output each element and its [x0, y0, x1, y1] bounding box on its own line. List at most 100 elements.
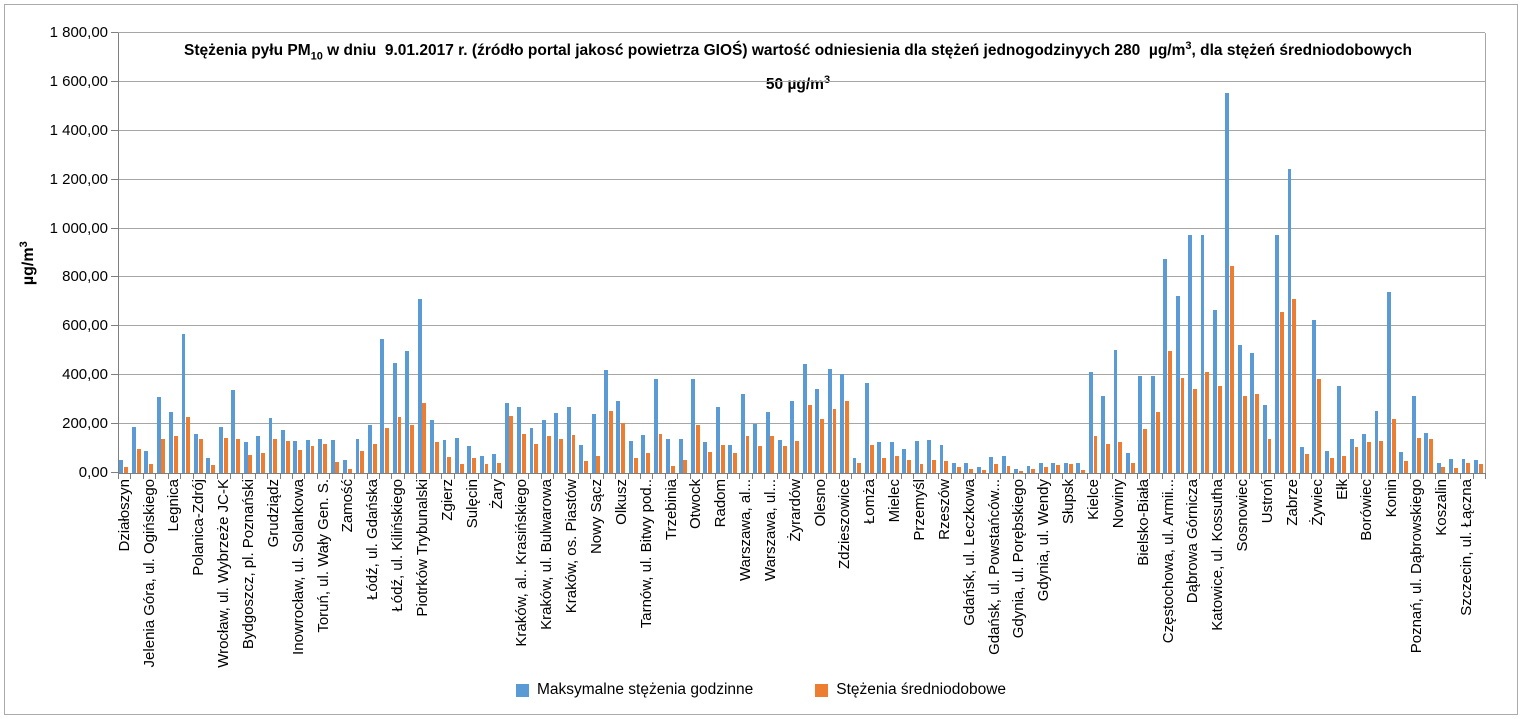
max-hourly-bar	[280, 430, 285, 473]
daily-avg-bar	[1155, 411, 1160, 473]
x-axis-tick	[938, 474, 940, 479]
x-axis-tick	[851, 474, 853, 479]
daily-avg-bar	[372, 443, 377, 473]
max-hourly-bar	[1399, 451, 1404, 473]
x-axis-tick	[192, 474, 194, 479]
x-axis-tick	[503, 474, 505, 479]
x-axis-tick	[963, 474, 965, 479]
max-hourly-bar	[1473, 460, 1478, 473]
max-hourly-bar	[380, 338, 385, 473]
x-axis-tick	[664, 474, 666, 479]
daily-avg-bar	[273, 438, 278, 473]
x-axis-tick	[801, 474, 803, 479]
x-axis-tick	[863, 474, 865, 479]
daily-avg-bar	[1118, 441, 1123, 473]
x-axis-tick	[1360, 474, 1362, 479]
daily-avg-bar	[770, 436, 775, 473]
x-axis-tick	[1025, 474, 1027, 479]
x-axis-tick	[552, 474, 554, 479]
daily-avg-bar	[1018, 471, 1023, 473]
max-hourly-bar	[156, 397, 161, 473]
daily-avg-bar	[969, 469, 974, 473]
max-hourly-bar	[405, 350, 410, 473]
x-axis-tick	[876, 474, 878, 479]
x-axis-label: Katowice, ul. Kossutha	[1209, 479, 1227, 631]
x-axis-tick	[590, 474, 592, 479]
max-hourly-bar	[181, 333, 186, 473]
x-axis-tick	[204, 474, 206, 479]
daily-avg-bar	[720, 444, 725, 473]
max-hourly-bar	[976, 467, 981, 473]
daily-avg-bar	[1180, 377, 1185, 473]
x-axis-label: Bielsko-Biała	[1134, 479, 1152, 566]
x-axis-label: Dąbrowa Górnicza	[1184, 479, 1202, 604]
max-hourly-bar	[604, 370, 608, 473]
max-hourly-bar	[579, 444, 584, 473]
x-axis-label: Gdynia, ul. Wendy	[1035, 479, 1053, 602]
daily-avg-bar	[1217, 386, 1222, 473]
gridline	[118, 80, 1485, 82]
max-hourly-bar	[1237, 344, 1242, 473]
max-hourly-bar	[1262, 404, 1267, 473]
x-axis-tick	[1174, 474, 1176, 479]
max-hourly-bar	[827, 369, 832, 473]
max-hourly-bar	[1163, 259, 1168, 473]
daily-avg-bar	[931, 459, 936, 473]
max-hourly-bar	[541, 420, 546, 473]
daily-avg-bar	[124, 466, 129, 473]
max-hourly-bar	[1175, 295, 1180, 473]
daily-avg-bar	[1031, 468, 1036, 473]
daily-avg-bar	[298, 449, 303, 473]
gridline	[118, 32, 1485, 33]
max-hourly-bar	[1374, 410, 1379, 473]
daily-avg-bar	[857, 462, 862, 473]
max-hourly-bar	[1150, 376, 1155, 473]
y-axis-tick	[111, 472, 118, 473]
legend-swatch-blue-icon	[515, 683, 529, 697]
x-axis-tick	[142, 474, 144, 479]
max-hourly-bar	[1076, 462, 1081, 473]
y-tick-label: 0,00	[78, 464, 108, 481]
chart-frame	[4, 4, 1518, 715]
daily-avg-bar	[584, 460, 588, 473]
daily-avg-bar	[1292, 299, 1297, 473]
x-axis-tick	[1335, 474, 1337, 479]
max-hourly-bar	[529, 427, 534, 473]
y-tick-label: 1 800,00	[49, 24, 108, 41]
daily-avg-bar	[919, 464, 924, 473]
x-axis-tick	[950, 474, 952, 479]
x-axis-tick	[540, 474, 542, 479]
x-axis-label: Kraków, os. Piastów	[563, 479, 581, 614]
max-hourly-bar	[927, 440, 932, 473]
max-hourly-bar	[1362, 433, 1367, 473]
x-axis-tick	[615, 474, 617, 479]
daily-avg-bar	[385, 427, 390, 473]
max-hourly-bar	[318, 438, 323, 473]
x-axis-tick	[1398, 474, 1399, 479]
max-hourly-bar	[1275, 234, 1280, 473]
x-axis-tick	[1447, 474, 1449, 479]
max-hourly-bar	[1126, 452, 1130, 473]
max-hourly-bar	[479, 455, 484, 473]
x-axis-tick	[354, 474, 356, 479]
x-axis-label: Inowrocław, ul. Solankowa	[289, 479, 307, 655]
max-hourly-bar	[802, 364, 807, 473]
daily-avg-bar	[1478, 463, 1483, 473]
daily-avg-bar	[658, 433, 663, 473]
daily-avg-bar	[397, 416, 402, 473]
daily-avg-bar	[1093, 436, 1098, 473]
x-axis-tick	[267, 474, 269, 479]
max-hourly-bar	[952, 463, 956, 473]
x-axis-tick	[528, 474, 530, 479]
x-axis-label: Radom	[712, 479, 730, 528]
daily-avg-bar	[149, 463, 153, 473]
daily-avg-bar	[248, 454, 253, 473]
daily-avg-bar	[484, 463, 489, 473]
x-axis-label: Nowy Sącz	[587, 479, 605, 555]
y-axis-tick	[111, 80, 118, 82]
daily-avg-bar	[1255, 393, 1259, 473]
x-axis-tick	[1124, 474, 1126, 479]
x-axis-tick	[1062, 474, 1064, 479]
x-axis-tick	[652, 474, 654, 479]
max-hourly-bar	[641, 435, 646, 473]
